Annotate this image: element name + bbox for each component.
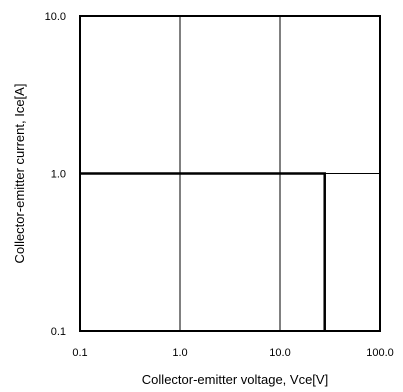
plot-frame [79,15,381,332]
y-tick-label: 10.0 [45,11,66,23]
x-tick-label: 10.0 [269,347,290,359]
x-tick-label: 1.0 [172,347,187,359]
x-tick-label: 0.1 [72,347,87,359]
series-line [80,172,326,331]
x-axis-label: Collector-emitter voltage, Vce[V] [142,372,328,387]
y-tick-label: 1.0 [51,169,66,181]
y-axis-label: Collector-emitter current, Ice[A] [12,84,27,264]
x-tick-label: 100.0 [366,347,394,359]
y-tick-labels: 0.1 1.0 10.0 [45,11,66,338]
series [80,172,326,331]
x-tick-labels: 0.1 1.0 10.0 100.0 [72,347,393,359]
y-tick-label: 0.1 [51,326,66,338]
